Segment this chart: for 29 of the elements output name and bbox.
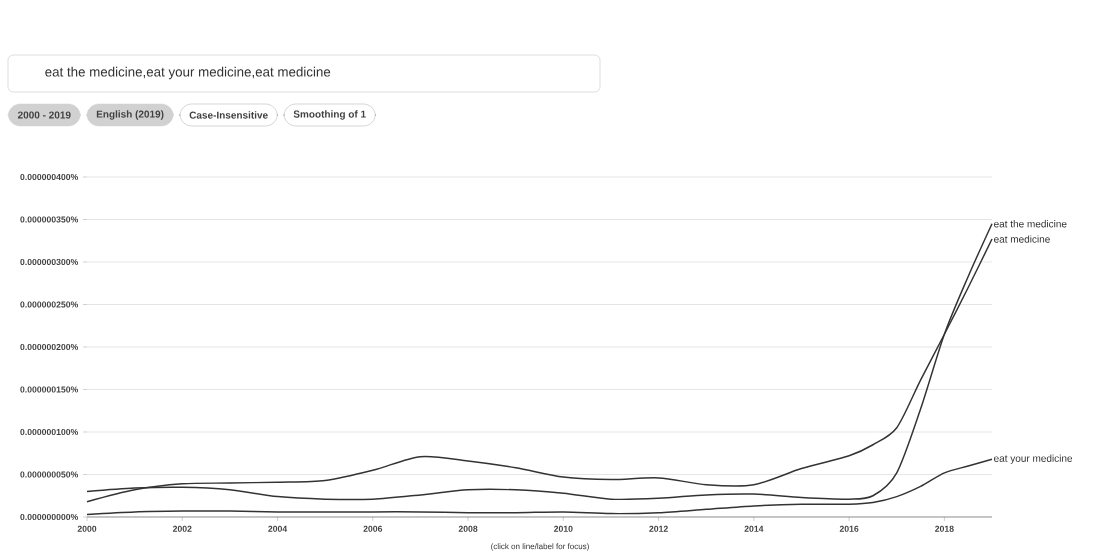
x-tick-label: 2016 bbox=[839, 525, 859, 532]
text: Smoothing of 1 bbox=[293, 110, 366, 120]
y-tick-label: 0.000000400% bbox=[20, 173, 79, 181]
x-tick-label: 2010 bbox=[553, 525, 573, 532]
line-series bbox=[86, 458, 993, 516]
text: Case-Insensitive bbox=[189, 111, 268, 119]
x-tick-label: 2002 bbox=[172, 525, 192, 532]
y-tick-label: 0.000000250% bbox=[20, 301, 79, 308]
y-tick-label: 0.000000100% bbox=[20, 428, 79, 436]
x-tick-label: 2000 bbox=[77, 525, 97, 532]
x-tick-label: 2004 bbox=[268, 525, 288, 532]
series-label: eat your medicine bbox=[994, 454, 1073, 464]
y-tick-label: 0.000000050% bbox=[20, 471, 79, 478]
text: eat the medicine,eat your medicine,eat medicine bbox=[45, 66, 331, 80]
y-tick-label: 0.000000350% bbox=[20, 216, 79, 223]
x-tick-label: 2014 bbox=[744, 525, 764, 532]
x-tick-label: 2018 bbox=[935, 525, 954, 532]
x-tick-label: 2012 bbox=[649, 525, 668, 532]
text: English (2019) bbox=[96, 110, 164, 120]
y-tick-label: 0.000000200% bbox=[20, 343, 79, 351]
x-tick-label: 2006 bbox=[363, 525, 383, 532]
text: (click on line/label for focus) bbox=[491, 543, 589, 551]
series-label: eat the medicine bbox=[994, 220, 1067, 228]
x-tick-label: 2008 bbox=[458, 525, 478, 532]
y-tick-label: 0.000000150% bbox=[20, 386, 79, 393]
y-tick-label: 0.000000300% bbox=[20, 258, 79, 266]
series-label: eat medicine bbox=[994, 235, 1050, 243]
y-tick-label: 0.000000000% bbox=[20, 513, 79, 521]
text: 2000 - 2019 bbox=[17, 111, 71, 119]
